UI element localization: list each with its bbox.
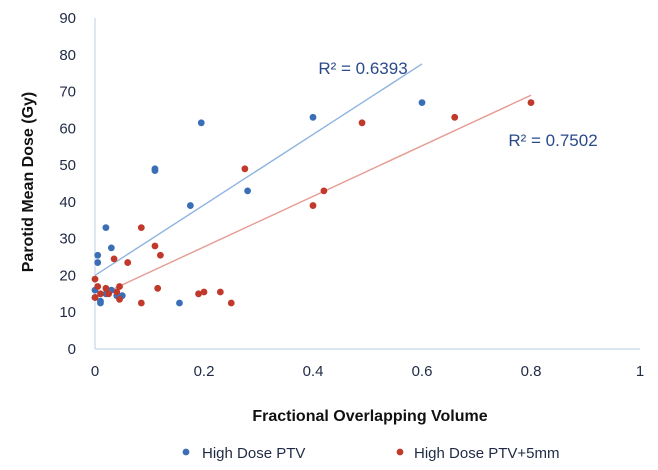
legend: High Dose PTV High Dose PTV+5mm: [182, 445, 559, 462]
trendlines: [94, 63, 532, 299]
x-tick-label: 0: [91, 363, 99, 380]
data-point-high-dose-ptv-5mm: [116, 283, 123, 290]
data-point-high-dose-ptv-5mm: [195, 290, 202, 298]
data-point-high-dose-ptv-5mm: [451, 113, 459, 121]
data-point-high-dose-ptv-5mm: [309, 202, 317, 209]
legend-label: High Dose PTV: [202, 445, 305, 462]
r-squared-label: R² = 0.6393: [318, 59, 407, 78]
y-axis-title: Parotid Mean Dose (Gy): [20, 92, 37, 272]
y-tick-label: 40: [59, 194, 76, 211]
x-tick-label: 0.8: [521, 363, 542, 380]
data-points: [91, 99, 535, 307]
x-axis-title: Fractional Overlapping Volume: [252, 408, 487, 425]
data-point-high-dose-ptv-5mm: [157, 251, 164, 259]
data-point-high-dose-ptv-5mm: [137, 224, 145, 232]
data-point-high-dose-ptv-5mm: [105, 290, 113, 298]
x-axis-ticks: 0 0.2 0.4 0.6 0.8 1: [91, 363, 644, 380]
data-point-high-dose-ptv-5mm: [216, 288, 224, 296]
data-point-high-dose-ptv-5mm: [116, 295, 123, 303]
y-tick-label: 60: [59, 120, 76, 137]
data-point-high-dose-ptv: [186, 202, 194, 209]
y-tick-label: 30: [59, 231, 76, 248]
data-point-high-dose-ptv-5mm: [137, 299, 145, 307]
x-tick-label: 1: [636, 363, 644, 380]
y-tick-label: 90: [59, 10, 76, 27]
data-point-high-dose-ptv-5mm: [102, 284, 110, 292]
x-tick-label: 0.2: [194, 363, 215, 380]
r-squared-labels: R² = 0.6393 R² = 0.7502: [318, 59, 597, 150]
legend-marker: [396, 448, 404, 456]
data-point-high-dose-ptv: [107, 244, 115, 252]
data-point-high-dose-ptv: [418, 99, 426, 106]
y-tick-label: 20: [59, 267, 76, 284]
y-tick-label: 50: [59, 157, 76, 174]
data-point-high-dose-ptv-5mm: [113, 288, 121, 296]
data-point-high-dose-ptv: [197, 119, 205, 127]
data-point-high-dose-ptv: [309, 113, 317, 121]
data-point-high-dose-ptv: [176, 299, 183, 307]
x-tick-label: 0.6: [412, 363, 433, 380]
data-point-high-dose-ptv-5mm: [97, 290, 104, 298]
y-tick-label: 10: [59, 304, 76, 321]
y-tick-label: 70: [59, 84, 76, 101]
y-axis-ticks: 0 10 20 30 40 50 60 70 80 90: [59, 10, 76, 358]
data-point-high-dose-ptv: [244, 187, 252, 195]
data-point-high-dose-ptv: [94, 259, 102, 266]
data-point-high-dose-ptv-5mm: [151, 242, 159, 250]
data-point-high-dose-ptv-5mm: [91, 275, 99, 283]
data-point-high-dose-ptv: [102, 224, 110, 232]
data-point-high-dose-ptv: [151, 167, 159, 175]
trendline-high-dose-ptv-5mm: [94, 94, 532, 299]
trendline-high-dose-ptv: [94, 63, 423, 277]
data-point-high-dose-ptv-5mm: [154, 284, 162, 292]
r-squared-label: R² = 0.7502: [508, 131, 597, 150]
data-point-high-dose-ptv-5mm: [124, 259, 132, 266]
data-point-high-dose-ptv: [94, 251, 102, 259]
data-point-high-dose-ptv-5mm: [91, 294, 99, 301]
data-point-high-dose-ptv-5mm: [527, 99, 535, 106]
data-point-high-dose-ptv-5mm: [320, 187, 328, 195]
data-point-high-dose-ptv: [97, 299, 104, 307]
x-tick-label: 0.4: [303, 363, 324, 380]
y-tick-label: 0: [68, 341, 76, 358]
legend-marker: [182, 448, 190, 456]
y-tick-label: 80: [59, 47, 76, 64]
data-point-high-dose-ptv-5mm: [110, 255, 118, 263]
data-point-high-dose-ptv-5mm: [241, 165, 249, 173]
data-point-high-dose-ptv-5mm: [227, 299, 235, 307]
data-point-high-dose-ptv-5mm: [358, 119, 366, 127]
data-point-high-dose-ptv-5mm: [200, 288, 208, 296]
legend-label: High Dose PTV+5mm: [414, 445, 559, 462]
data-point-high-dose-ptv-5mm: [94, 283, 102, 290]
